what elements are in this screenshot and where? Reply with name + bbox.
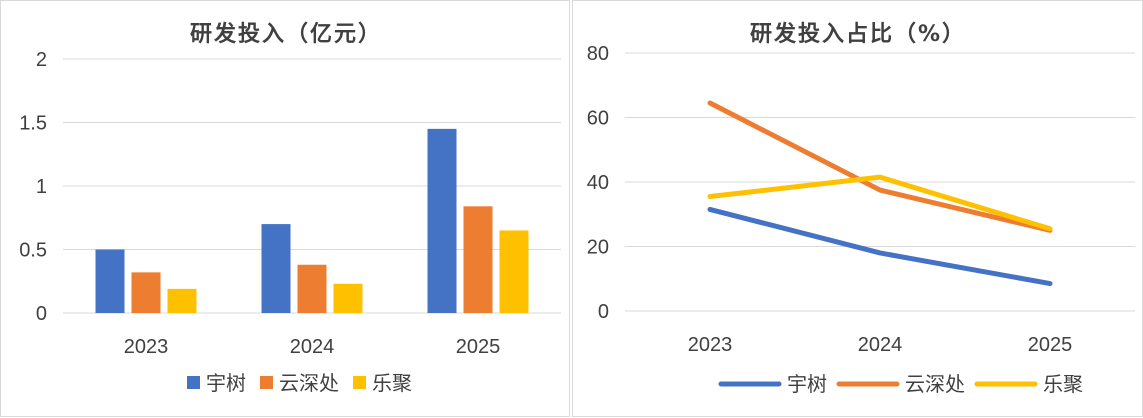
- y-tick-label: 0: [598, 301, 609, 323]
- y-tick-label: 20: [587, 237, 609, 259]
- bar-2024-云深处: [297, 264, 327, 313]
- legend-label: 宇树: [206, 371, 246, 395]
- y-tick-label: 40: [587, 172, 609, 194]
- x-tick-label: 2025: [456, 336, 501, 358]
- y-tick-label: 1: [36, 176, 47, 198]
- line-series-乐聚: [707, 174, 1053, 232]
- y-tick-label: 80: [587, 43, 609, 65]
- bar-2024-乐聚: [333, 283, 363, 313]
- legend-label: 乐聚: [372, 371, 412, 395]
- y-tick-label: 0.5: [19, 240, 47, 262]
- bar-2023-宇树: [95, 249, 125, 313]
- chart-title: 研发投入（亿元）: [190, 21, 382, 47]
- bar-2025-宇树: [427, 128, 457, 313]
- x-tick-label: 2023: [124, 336, 169, 358]
- line-series-宇树: [707, 206, 1053, 287]
- bar-2023-云深处: [131, 272, 161, 313]
- legend-label: 云深处: [279, 371, 339, 395]
- bar-chart-svg: 研发投入（亿元） 0 0.5 1 1.5 2 2023 2024 2025 宇树 云深处 乐聚: [19, 21, 561, 395]
- y-tick-label: 0: [36, 303, 47, 325]
- x-tick-label: 2024: [290, 336, 335, 358]
- bar-2025-乐聚: [499, 230, 529, 313]
- legend-swatch-宇树: [187, 376, 200, 389]
- y-tick-label: 2: [36, 49, 47, 71]
- bar-2025-云深处: [463, 206, 493, 313]
- legend-swatch-云深处: [260, 376, 273, 389]
- legend-swatch-乐聚: [353, 376, 366, 389]
- legend-label: 宇树: [787, 372, 827, 396]
- line-series-云深处: [707, 100, 1053, 233]
- line-chart-svg: 研发投入占比（%） 0 20 40 60 80 2023 2024 2025 宇树 云深处 乐聚: [587, 21, 1135, 396]
- x-tick-label: 2024: [858, 334, 903, 356]
- chart-title: 研发投入占比（%）: [750, 21, 966, 47]
- rd-investment-bar-chart: 研发投入（亿元） 0 0.5 1 1.5 2 2023 2024 2025 宇树 云深处 乐聚: [0, 0, 570, 417]
- rd-ratio-line-chart: 研发投入占比（%） 0 20 40 60 80 2023 2024 2025 宇树 云深处 乐聚: [572, 0, 1143, 417]
- bar-2024-宇树: [261, 224, 291, 313]
- legend-label: 乐聚: [1043, 372, 1083, 396]
- bar-2023-乐聚: [167, 288, 197, 313]
- y-tick-label: 1.5: [19, 113, 47, 135]
- y-tick-label: 60: [587, 108, 609, 130]
- legend-label: 云深处: [905, 372, 965, 396]
- x-tick-label: 2023: [688, 334, 733, 356]
- x-tick-label: 2025: [1028, 334, 1073, 356]
